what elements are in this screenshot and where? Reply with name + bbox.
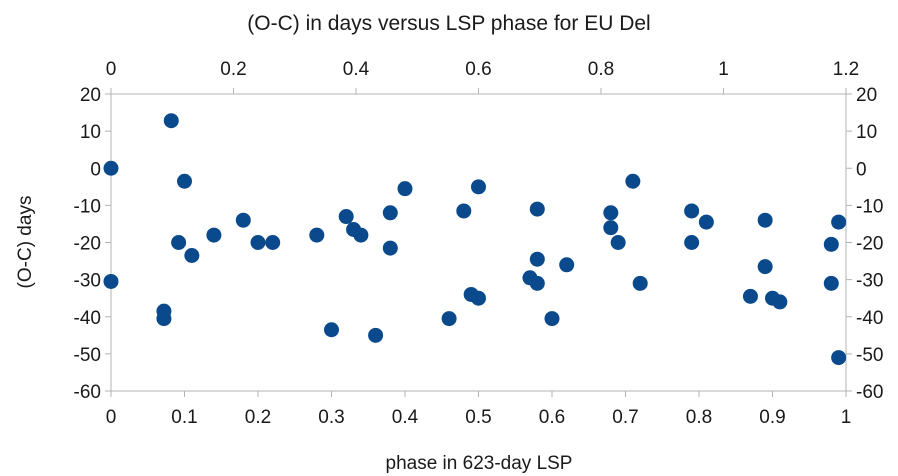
y2-tick-label: -10 xyxy=(856,196,883,217)
y2-tick-label: -30 xyxy=(856,271,883,292)
data-point xyxy=(163,113,179,129)
data-point xyxy=(603,205,619,221)
y-tick-label: -50 xyxy=(74,345,101,366)
y-tick-label: 10 xyxy=(80,122,101,143)
data-point xyxy=(632,275,648,291)
data-point xyxy=(368,327,384,343)
data-point xyxy=(206,227,222,243)
data-point xyxy=(471,290,486,306)
data-point xyxy=(823,236,839,252)
data-point xyxy=(471,179,486,195)
data-point xyxy=(544,311,560,327)
data-point xyxy=(757,212,773,228)
y-tick-label: -20 xyxy=(74,234,101,255)
x-tick-label: 0.9 xyxy=(759,407,785,428)
x-tick-label: 0.2 xyxy=(245,407,271,428)
data-point xyxy=(529,275,545,291)
data-point xyxy=(441,311,457,327)
y2-tick-label: 0 xyxy=(856,159,867,180)
data-point xyxy=(382,240,398,256)
data-point xyxy=(265,235,281,250)
x-tick-label: 0.8 xyxy=(686,407,712,428)
y-tick-label: -60 xyxy=(74,382,101,403)
data-point xyxy=(103,273,119,289)
data-point xyxy=(610,235,626,250)
data-point xyxy=(456,203,472,219)
data-point xyxy=(757,259,773,275)
data-point xyxy=(184,247,200,263)
data-point xyxy=(353,227,369,243)
y2-tick-label: -50 xyxy=(856,345,883,366)
data-points xyxy=(103,113,847,366)
y2-tick-label: 20 xyxy=(856,85,877,106)
data-point xyxy=(529,201,545,217)
x-tick-label: 1 xyxy=(841,407,852,428)
data-point xyxy=(831,214,847,230)
data-point xyxy=(338,209,354,225)
data-point xyxy=(742,288,758,304)
x2-tick-label: 0.8 xyxy=(588,59,614,80)
data-point xyxy=(382,205,398,221)
data-point xyxy=(772,294,788,310)
data-point xyxy=(156,311,172,327)
data-point xyxy=(397,181,413,197)
x2-tick-label: 1 xyxy=(718,59,729,80)
data-point xyxy=(324,322,339,338)
data-point xyxy=(823,275,839,291)
chart-title: (O-C) in days versus LSP phase for EU De… xyxy=(247,12,650,35)
y2-tick-label: -60 xyxy=(856,382,883,403)
x-tick-label: 0.7 xyxy=(612,407,638,428)
data-point xyxy=(625,173,641,189)
axis-ticks: 0 0.1 0.2 0.3 0.4 0.5 0.6 0.7 0.8 0.9 10 0.2 0.4 0.6 0… xyxy=(74,59,884,428)
data-point xyxy=(684,235,700,250)
data-point xyxy=(698,214,714,230)
x-tick-label: 0.5 xyxy=(465,407,491,428)
data-point xyxy=(171,235,187,250)
x-tick-label: 0.3 xyxy=(318,407,344,428)
data-point xyxy=(177,173,192,189)
data-point xyxy=(103,160,119,176)
y-tick-label: -10 xyxy=(74,196,101,217)
x2-tick-label: 0.6 xyxy=(465,59,491,80)
y2-tick-label: -20 xyxy=(856,234,883,255)
x2-tick-label: 0.2 xyxy=(220,59,246,80)
data-point xyxy=(831,350,847,366)
data-point xyxy=(250,235,266,250)
y-tick-label: -40 xyxy=(74,308,101,329)
y-tick-label: -30 xyxy=(74,271,101,292)
y2-tick-label: 10 xyxy=(856,122,877,143)
x-tick-label: 0 xyxy=(106,407,117,428)
x-tick-label: 0.6 xyxy=(539,407,565,428)
data-point xyxy=(529,251,545,267)
x-axis-label: phase in 623-day LSP xyxy=(386,453,573,474)
y-axis-label: (O-C) days xyxy=(15,196,36,289)
data-point xyxy=(559,257,575,273)
data-point xyxy=(309,227,325,243)
data-point xyxy=(235,212,251,228)
x2-tick-label: 1.2 xyxy=(833,59,859,80)
data-point xyxy=(684,203,700,219)
x2-tick-label: 0 xyxy=(106,59,117,80)
y-tick-label: 20 xyxy=(80,85,101,106)
y-tick-label: 0 xyxy=(90,159,101,180)
x-tick-label: 0.4 xyxy=(392,407,419,428)
x2-tick-label: 0.4 xyxy=(343,59,370,80)
x-tick-label: 0.1 xyxy=(171,407,197,428)
y2-tick-label: -40 xyxy=(856,308,883,329)
data-point xyxy=(603,220,619,236)
